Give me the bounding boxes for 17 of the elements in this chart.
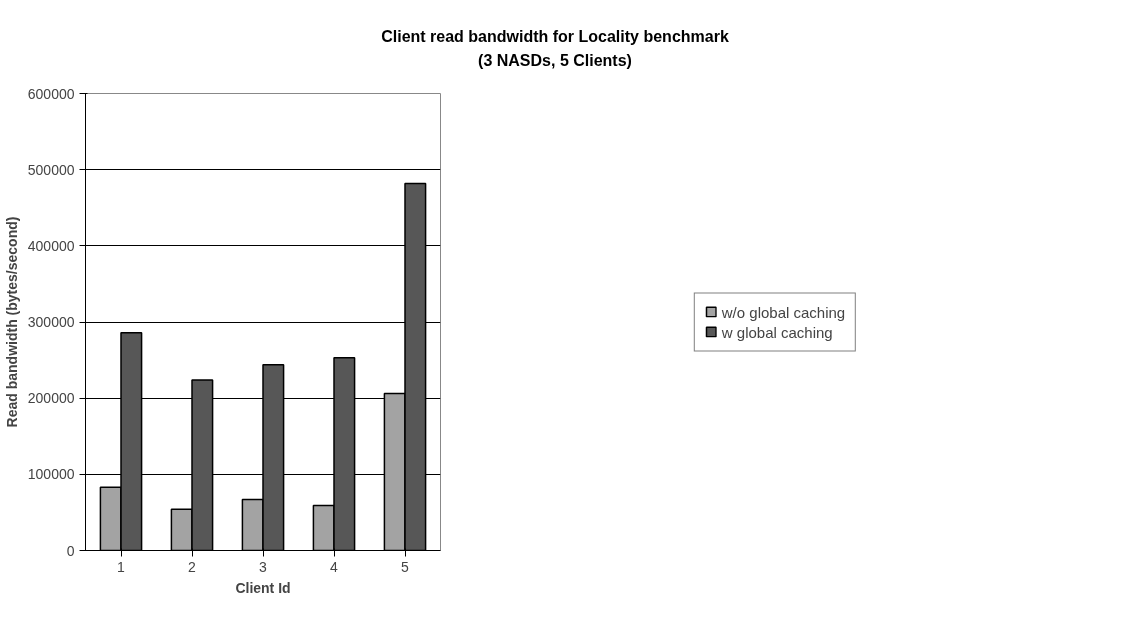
- text: Client read bandwidth for Locality benchmark (3 NASDs, 5 Clients): [381, 27, 729, 71]
- y-tick-label: 400000: [27, 237, 75, 254]
- legend-label: w/o global caching: [721, 303, 846, 320]
- legend-label: w global caching: [721, 323, 833, 340]
- x-tick-label: 2: [188, 558, 197, 575]
- x-tick-label: 4: [330, 558, 339, 575]
- y-axis-title: Read bandwidth (bytes/second): [3, 216, 20, 428]
- x-tick-label: 3: [259, 558, 268, 575]
- x-tick-label: 1: [117, 558, 126, 575]
- y-tick-label: 0: [66, 542, 75, 559]
- y-tick-label: 100000: [27, 466, 75, 483]
- y-tick-label: 500000: [27, 161, 75, 178]
- x-tick-label: 5: [401, 558, 410, 575]
- y-tick-label: 600000: [27, 85, 75, 102]
- y-tick-label: 300000: [27, 314, 75, 330]
- y-tick-label: 200000: [27, 390, 75, 407]
- x-axis-title: Client Id: [235, 579, 291, 596]
